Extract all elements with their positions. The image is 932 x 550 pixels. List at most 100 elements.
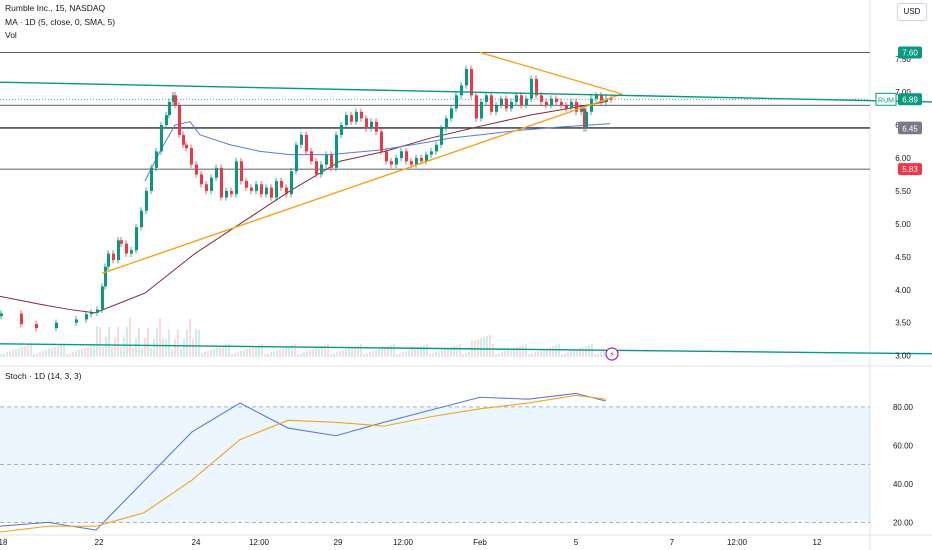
volume-bar: [177, 329, 179, 357]
volume-bar: [489, 335, 491, 357]
volume-bar: [282, 348, 284, 357]
volume-bar: [378, 349, 380, 357]
volume-bar: [498, 353, 500, 357]
candle-body: [555, 98, 558, 102]
volume-bar: [138, 328, 140, 357]
volume-legend[interactable]: Vol: [5, 30, 17, 40]
volume-bar: [576, 349, 578, 357]
candle-body: [178, 105, 181, 135]
volume-bar: [492, 344, 494, 357]
volume-bar: [216, 348, 218, 357]
candle-body: [275, 181, 278, 198]
price-tick-label: 4.50: [895, 253, 911, 262]
volume-bar: [51, 348, 53, 357]
volume-bar: [231, 354, 233, 357]
candle-body: [410, 161, 413, 165]
volume-bar: [429, 354, 431, 357]
volume-bar: [105, 337, 107, 357]
candle-body: [583, 108, 586, 129]
candle-body: [585, 111, 588, 129]
candle-body: [182, 134, 185, 145]
candle-body: [445, 118, 448, 129]
candle-body: [295, 144, 298, 172]
volume-bar: [597, 353, 599, 357]
trendline: [479, 51, 623, 95]
volume-bar: [108, 327, 110, 357]
horizontal-levels[interactable]: [0, 52, 870, 170]
symbol-legend[interactable]: Rumble Inc., 15, NASDAQ: [5, 3, 106, 13]
trendlines[interactable]: ⚡: [0, 51, 932, 361]
volume-bar: [180, 349, 182, 357]
volume-bar: [204, 352, 206, 357]
volume-bar: [351, 347, 353, 357]
candle-body: [155, 151, 158, 168]
volume-bar: [30, 344, 32, 357]
candle-body: [470, 68, 473, 96]
candle-body: [485, 95, 488, 102]
volume-bar: [189, 319, 191, 357]
volume-bar: [348, 348, 350, 357]
price-tick-label: 6.00: [895, 154, 911, 163]
volume-bar: [198, 330, 200, 357]
event-marker: ⚡: [605, 347, 619, 361]
candle-body: [455, 95, 458, 109]
volume-bar: [171, 349, 173, 357]
candle-body: [245, 181, 248, 188]
candle-body: [130, 250, 133, 254]
price-label-text: 6.89: [902, 95, 918, 104]
volume-bar: [561, 354, 563, 357]
volume-bar: [426, 344, 428, 357]
volume-bar: [246, 349, 248, 357]
volume-bar: [12, 350, 14, 357]
volume-bar: [330, 354, 332, 357]
volume-bar: [552, 346, 554, 357]
candle-body: [430, 151, 433, 155]
candle-body: [450, 108, 453, 119]
candle-body: [505, 98, 508, 109]
candle-body: [280, 181, 283, 188]
candle-body: [101, 286, 104, 310]
volume-bar: [528, 354, 530, 357]
price-label-text: 7.60: [902, 48, 918, 57]
candle-body: [605, 98, 608, 102]
volume-bar: [519, 346, 521, 357]
candle-body: [20, 313, 23, 325]
stoch-legend[interactable]: Stoch · 1D (14, 3, 3): [5, 371, 82, 381]
candle-body: [440, 128, 443, 145]
candle-body: [490, 95, 493, 112]
volume-bar: [321, 346, 323, 357]
volume-bar: [582, 347, 584, 357]
volume-bar: [39, 352, 41, 357]
time-tick-label: 12: [813, 538, 822, 547]
candle-body: [165, 115, 168, 125]
candle-body: [120, 240, 123, 244]
volume-bar: [156, 328, 158, 357]
volume-bar: [396, 354, 398, 357]
price-label-badge: [898, 163, 922, 176]
volume-bar: [195, 329, 197, 357]
volume-bar: [141, 348, 143, 357]
candle-body: [0, 313, 3, 317]
price-tick-label: 7.00: [895, 88, 911, 97]
ma-legend[interactable]: MA · 1D (5, close, 0, SMA, 5): [5, 17, 116, 27]
time-tick-label: 5: [574, 538, 579, 547]
volume-bar: [357, 345, 359, 357]
volume-bar: [369, 352, 371, 357]
volume-bar: [147, 328, 149, 357]
volume-bar: [120, 347, 122, 357]
volume-bar: [123, 337, 125, 357]
volume-bar: [423, 345, 425, 357]
candle-body: [370, 121, 373, 129]
currency-selector[interactable]: USD: [897, 3, 927, 21]
volume-bar: [465, 353, 467, 357]
stoch-tick-label: 20.00: [893, 518, 914, 527]
volume-bar: [327, 344, 329, 357]
candle-body: [145, 190, 148, 211]
candle-body: [265, 187, 268, 195]
volume-bar: [9, 351, 11, 357]
candle-body: [270, 187, 273, 198]
volume-bar: [201, 353, 203, 357]
volume-bar: [150, 348, 152, 357]
candle-body: [140, 210, 143, 228]
